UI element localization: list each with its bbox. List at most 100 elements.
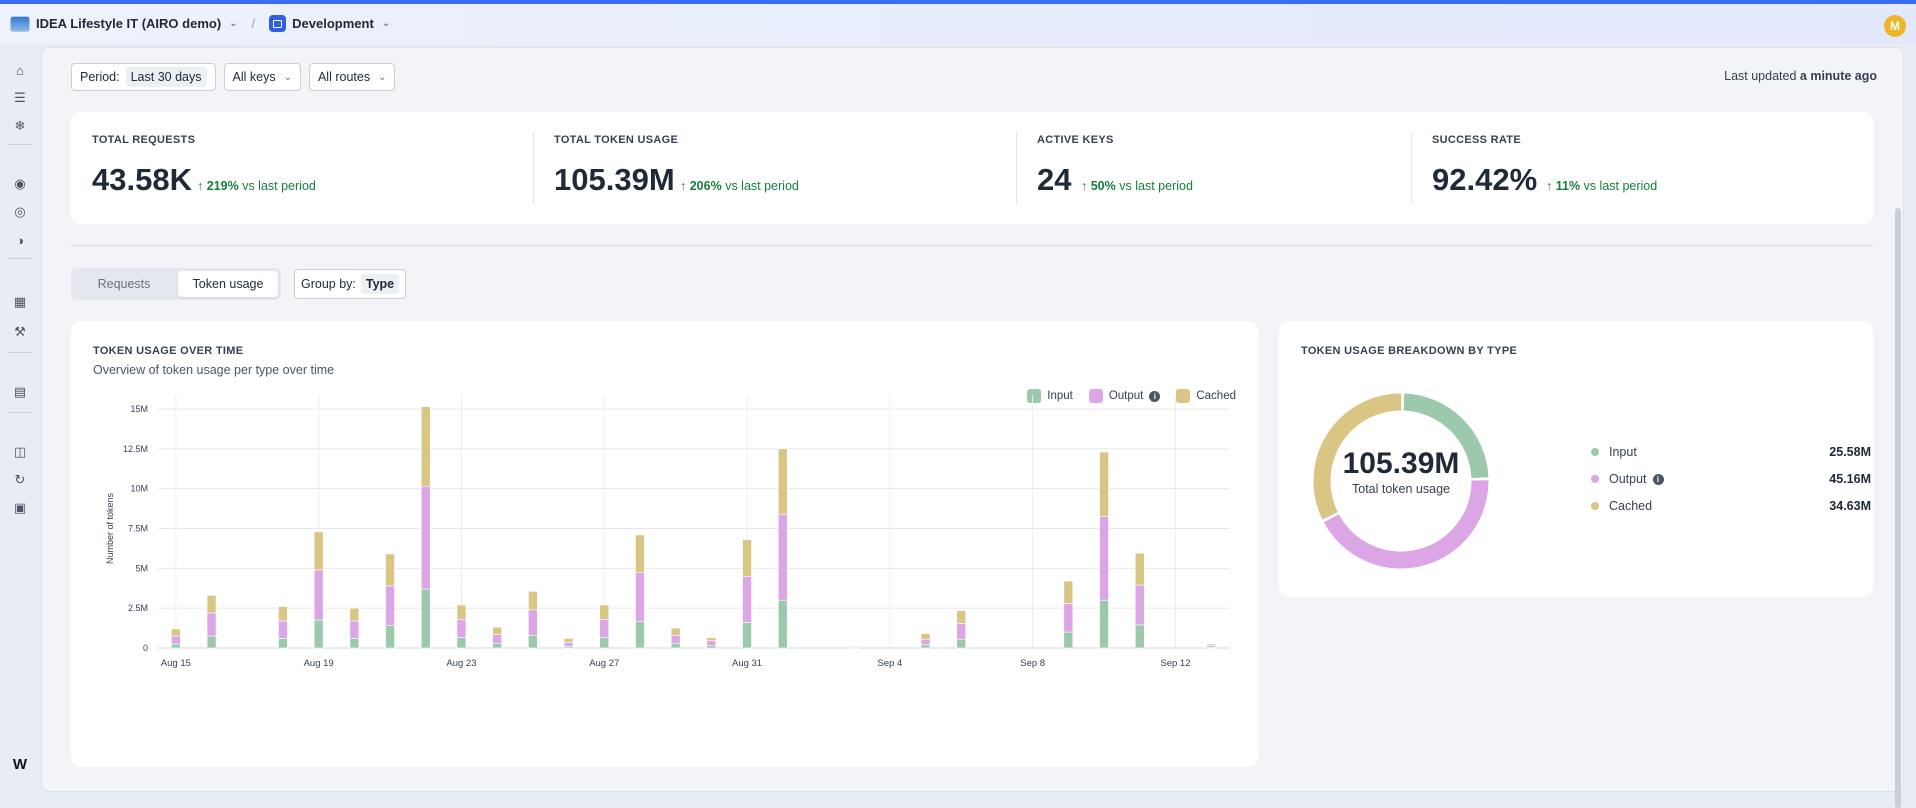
- stat-delta-value: 206%: [689, 179, 722, 193]
- document-icon[interactable]: ◫: [13, 444, 27, 459]
- project-name[interactable]: Development: [292, 16, 374, 31]
- gateway-icon[interactable]: ◉: [14, 176, 26, 191]
- breakdown-item-output: Output i 45.16M: [1591, 472, 1871, 486]
- snowflake-icon[interactable]: ❄: [14, 118, 26, 133]
- info-icon[interactable]: i: [1149, 390, 1161, 402]
- target-icon[interactable]: ◎: [14, 204, 26, 219]
- group-by-select[interactable]: Group by: Type: [294, 269, 407, 299]
- bar-segment-output: [171, 635, 181, 645]
- token-breakdown-donut: [1313, 393, 1489, 569]
- bar-segment-cached: [171, 628, 181, 637]
- bar-segment-cached: [420, 406, 431, 487]
- breakdown-name: Input: [1609, 445, 1637, 459]
- bar-segment-input: [171, 643, 181, 649]
- top-bar: IDEA Lifestyle IT (AIRO demo) ⌄ / Develo…: [0, 0, 1916, 44]
- bar-segment-cached: [385, 553, 395, 587]
- avatar[interactable]: M: [1884, 15, 1906, 37]
- bar-segment-output: [278, 620, 288, 639]
- dashboard-icon[interactable]: ▦: [13, 294, 27, 309]
- bar-segment-input: [670, 642, 681, 649]
- donut-total-label: Total token usage: [1352, 482, 1450, 496]
- bar-segment-input: [385, 625, 395, 649]
- legend-item-cached[interactable]: Cached: [1176, 389, 1236, 403]
- legend-item-output[interactable]: Output i: [1088, 389, 1161, 403]
- stat-value: 105.39M: [554, 162, 675, 197]
- chevron-down-icon: ⌄: [229, 18, 238, 29]
- bar-segment-cached: [1063, 580, 1074, 604]
- bar-segment-output: [599, 619, 610, 638]
- donut-slice-cached[interactable]: [1313, 393, 1402, 520]
- bar-segment-cached: [956, 610, 967, 624]
- info-icon[interactable]: i: [1652, 473, 1664, 485]
- breakdown-item-input: Input 25.58M: [1591, 445, 1871, 459]
- bar-segment-cached: [313, 531, 324, 571]
- stat-delta-suffix: vs last period: [1119, 179, 1193, 193]
- stat-value: 43.58K: [92, 162, 192, 197]
- x-tick-label: Sep 12: [1160, 658, 1190, 669]
- tab-requests[interactable]: Requests: [97, 277, 151, 291]
- sidebar-divider: [8, 352, 32, 353]
- bar-segment-cached: [1099, 451, 1109, 517]
- stat-label: TOTAL REQUESTS: [92, 134, 196, 146]
- x-tick-label: Aug 27: [589, 658, 619, 669]
- bar-segment-output: [706, 640, 717, 646]
- bar-segment-output: [777, 513, 788, 601]
- sidebar: ⌂ ☰ ❄ ◉ ◎ ◑ ▦ ⚒ ▤ ◫ ↻ ▣ W: [0, 44, 40, 795]
- stat-value: 92.42%: [1432, 162, 1538, 197]
- bar-segment-output: [492, 634, 502, 644]
- bar-segment-output: [563, 642, 574, 647]
- bar-segment-output: [635, 572, 645, 623]
- y-tick-label: 10M: [130, 484, 148, 494]
- layers-icon[interactable]: ☰: [14, 90, 26, 105]
- breakdown-dot: [1591, 448, 1599, 456]
- bar-segment-cached: [849, 645, 859, 647]
- settings-icon[interactable]: ▣: [13, 500, 27, 515]
- bar-segment-output: [528, 609, 538, 636]
- stat-label: SUCCESS RATE: [1432, 134, 1521, 146]
- stat-delta-suffix: vs last period: [242, 179, 316, 193]
- bar-segment-input: [1063, 631, 1074, 649]
- tab-token-usage[interactable]: Token usage: [178, 271, 278, 297]
- org-switcher[interactable]: IDEA Lifestyle IT (AIRO demo) ⌄ / Develo…: [10, 15, 390, 32]
- bar-segment-input: [206, 635, 217, 649]
- chart-subtitle: Overview of token usage per type over ti…: [93, 363, 335, 377]
- book-icon[interactable]: ▤: [13, 384, 27, 399]
- home-icon[interactable]: ⌂: [16, 62, 24, 78]
- last-updated: Last updated a minute ago: [1724, 69, 1877, 83]
- project-icon: [269, 15, 287, 32]
- bar-segment-input: [635, 621, 645, 649]
- y-tick-label: 15M: [130, 404, 148, 414]
- routes-filter-label: All routes: [317, 70, 371, 84]
- stat-delta: ↑ 219% vs last period: [197, 179, 316, 193]
- routes-filter[interactable]: All routes ⌄: [308, 63, 396, 91]
- sidebar-divider: [8, 144, 32, 145]
- bar-segment-cached: [456, 604, 467, 620]
- stat-delta: ↑ 206% vs last period: [680, 179, 799, 193]
- bar-segment-cached: [563, 638, 574, 643]
- refresh-icon[interactable]: ↻: [14, 472, 26, 487]
- wrench-icon[interactable]: ⚒: [14, 324, 26, 339]
- donut-slice-input[interactable]: [1403, 393, 1489, 479]
- shield-icon[interactable]: ◑: [16, 232, 24, 248]
- stat-delta-value: 11%: [1555, 179, 1581, 193]
- bar-segment-output: [420, 485, 431, 590]
- filter-bar: Period: Last 30 days All keys ⌄ All rout…: [71, 63, 396, 91]
- bar-segment-input: [777, 599, 788, 649]
- brand-logo-icon[interactable]: W: [12, 755, 28, 773]
- stat-delta-value: 50%: [1090, 179, 1116, 193]
- scrollbar[interactable]: [1895, 208, 1901, 808]
- stat-value: 24: [1037, 162, 1072, 197]
- keys-filter[interactable]: All keys ⌄: [223, 63, 301, 91]
- stat-delta: ↑ 11% vs last period: [1546, 179, 1658, 193]
- legend-item-input[interactable]: Input: [1027, 389, 1073, 403]
- bar-segment-input: [1099, 599, 1109, 649]
- period-filter[interactable]: Period: Last 30 days: [71, 63, 216, 91]
- y-axis-label: Number of tokens: [105, 492, 115, 564]
- bar-segment-input: [456, 637, 467, 649]
- breakdown-value: 25.58M: [1829, 445, 1871, 459]
- breakdown-name: Cached: [1609, 499, 1653, 513]
- bar-segment-cached: [920, 633, 931, 640]
- donut-slice-output[interactable]: [1323, 480, 1489, 569]
- bar-segment-cached: [206, 595, 217, 614]
- bar-segment-cached: [1206, 643, 1216, 646]
